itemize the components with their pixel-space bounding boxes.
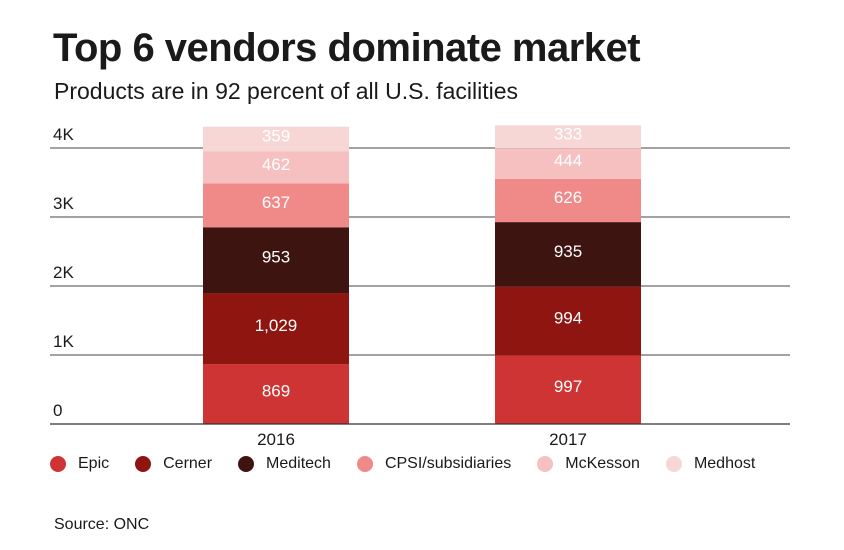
legend-swatch — [665, 456, 682, 472]
legend-item: CPSI/subsidiaries — [356, 455, 512, 473]
chart-title: Top 6 vendors dominate market — [53, 26, 641, 70]
legend-label: CPSI/subsidiaries — [384, 455, 512, 472]
data-label: 1,029 — [255, 316, 298, 335]
data-label: 462 — [262, 155, 290, 174]
chart-subtitle: Products are in 92 percent of all U.S. f… — [54, 78, 519, 104]
data-label: 953 — [262, 248, 290, 267]
legend-label: Medhost — [693, 455, 756, 472]
legend-swatch — [238, 456, 255, 472]
y-tick-label: 0 — [53, 401, 62, 420]
legend-label: Meditech — [266, 455, 331, 472]
y-tick-label: 3K — [53, 194, 74, 213]
bar-segment — [495, 178, 641, 223]
legend-swatch — [537, 456, 554, 472]
bar-segment — [203, 364, 349, 424]
bar-segment — [495, 286, 641, 356]
chart-legend: Epic Cerner Meditech CPSI/subsidiaries McKes… — [50, 452, 781, 476]
data-label: 359 — [262, 127, 290, 146]
x-tick-label: 2016 — [257, 430, 295, 449]
source-note: Source: ONC — [54, 516, 150, 533]
data-label: 935 — [554, 242, 582, 261]
legend-item: McKesson — [537, 455, 640, 473]
data-label: 637 — [262, 193, 290, 212]
bar-segment — [495, 148, 641, 179]
legend-swatch — [50, 456, 66, 472]
bar-segment — [495, 222, 641, 287]
y-tick-label: 2K — [53, 263, 74, 282]
data-label: 333 — [554, 124, 582, 143]
y-tick-label: 1K — [53, 332, 74, 351]
legend-item: Cerner — [135, 455, 212, 473]
x-tick-label: 2017 — [549, 430, 587, 449]
bar-segment — [495, 125, 641, 149]
legend-label: McKesson — [565, 455, 640, 472]
bar-segment — [203, 183, 349, 228]
data-label: 994 — [554, 308, 582, 327]
bar-segment — [203, 151, 349, 184]
legend-label: Epic — [78, 455, 110, 472]
legend-swatch — [356, 456, 373, 472]
legend-swatch — [135, 456, 152, 472]
bar-segment — [203, 126, 349, 152]
bar-segment — [203, 293, 349, 365]
data-label: 444 — [554, 151, 582, 170]
bar-segment — [203, 227, 349, 294]
bar-segment — [495, 355, 641, 424]
data-label: 997 — [554, 377, 582, 396]
legend-label: Cerner — [163, 455, 213, 472]
data-label: 869 — [262, 382, 290, 401]
y-tick-label: 4K — [53, 125, 74, 144]
legend-item: Medhost — [665, 455, 756, 473]
data-label: 626 — [554, 188, 582, 207]
legend-item: Epic — [50, 455, 109, 473]
stacked-bar-chart: 0 1K 2K 3K 4K 869 1,029 953 637 462 359 2016 997 994 9… — [50, 124, 790, 449]
legend-item: Meditech — [238, 455, 331, 473]
